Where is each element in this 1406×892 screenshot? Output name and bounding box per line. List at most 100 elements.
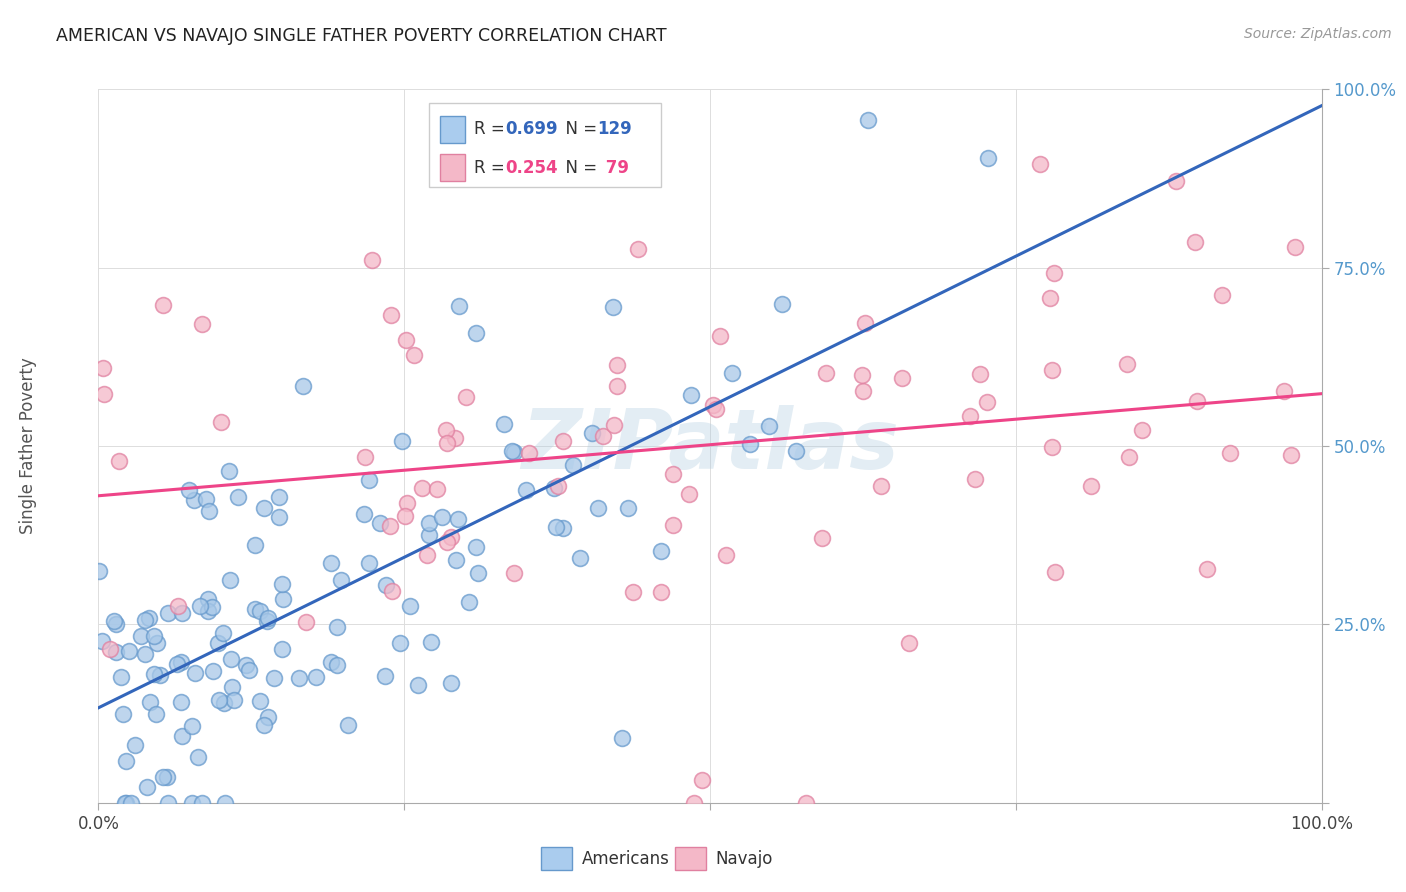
Point <box>214 696 236 710</box>
Point <box>602 300 624 314</box>
Point <box>170 729 193 743</box>
Point <box>1045 566 1067 580</box>
Point <box>436 535 458 549</box>
Point <box>110 670 132 684</box>
Point <box>115 754 138 768</box>
Point <box>650 585 672 599</box>
Point <box>142 628 165 642</box>
Point <box>406 678 429 692</box>
Point <box>326 657 349 672</box>
Text: ZIPatlas: ZIPatlas <box>522 406 898 486</box>
Point <box>253 500 276 515</box>
Point <box>418 528 440 542</box>
Point <box>124 738 146 752</box>
Point <box>224 693 246 707</box>
Point <box>794 796 817 810</box>
Point <box>218 463 240 477</box>
Point <box>157 606 180 620</box>
Point <box>464 540 486 554</box>
Point <box>152 770 174 784</box>
Point <box>170 695 193 709</box>
Text: Navajo: Navajo <box>716 850 773 868</box>
Point <box>1281 449 1303 463</box>
Point <box>152 298 174 312</box>
Text: Source: ZipAtlas.com: Source: ZipAtlas.com <box>1244 27 1392 41</box>
Point <box>87 564 110 578</box>
Point <box>134 613 156 627</box>
Point <box>201 599 224 614</box>
Point <box>440 530 463 544</box>
Point <box>359 556 381 570</box>
Point <box>770 297 793 311</box>
Point <box>114 796 136 810</box>
Point <box>738 436 761 450</box>
Point <box>198 504 221 518</box>
Point <box>1116 357 1139 371</box>
Point <box>103 615 125 629</box>
Point <box>166 657 188 672</box>
Text: Single Father Poverty: Single Father Poverty <box>20 358 37 534</box>
Point <box>444 553 467 567</box>
Point <box>627 242 650 256</box>
Point <box>170 655 193 669</box>
Point <box>856 112 879 127</box>
Point <box>107 454 129 468</box>
Point <box>177 483 200 497</box>
Point <box>291 379 314 393</box>
Point <box>1274 384 1296 398</box>
Point <box>271 592 294 607</box>
Point <box>976 151 998 165</box>
Point <box>440 676 463 690</box>
Point <box>118 644 141 658</box>
Point <box>380 518 402 533</box>
Point <box>263 672 285 686</box>
Point <box>146 636 169 650</box>
Text: 0.254: 0.254 <box>505 159 557 177</box>
Point <box>256 615 278 629</box>
Point <box>166 599 188 613</box>
Point <box>219 573 242 587</box>
Point <box>374 669 396 683</box>
Text: Americans: Americans <box>582 850 671 868</box>
Point <box>1195 562 1218 576</box>
Point <box>201 664 224 678</box>
Point <box>93 386 115 401</box>
Text: AMERICAN VS NAVAJO SINGLE FATHER POVERTY CORRELATION CHART: AMERICAN VS NAVAJO SINGLE FATHER POVERTY… <box>56 27 666 45</box>
Point <box>226 490 249 504</box>
Point <box>852 384 875 398</box>
Point <box>811 531 834 545</box>
Point <box>295 615 318 630</box>
Point <box>180 796 202 810</box>
Point <box>963 472 986 486</box>
Point <box>501 444 523 458</box>
Point <box>447 512 470 526</box>
Point <box>337 718 360 732</box>
Point <box>870 479 893 493</box>
Point <box>704 402 727 417</box>
Point <box>617 501 640 516</box>
Point <box>586 500 609 515</box>
Point <box>444 431 467 445</box>
Text: 79: 79 <box>600 159 630 177</box>
Point <box>361 253 384 268</box>
Point <box>721 366 744 380</box>
Point <box>456 390 478 404</box>
Point <box>183 493 205 508</box>
Point <box>814 366 837 380</box>
Point <box>105 645 128 659</box>
Point <box>969 368 991 382</box>
Point <box>249 604 271 618</box>
Point <box>368 516 391 530</box>
Point <box>271 641 294 656</box>
Point <box>399 599 422 614</box>
Point <box>568 550 591 565</box>
Point <box>143 666 166 681</box>
Point <box>388 636 411 650</box>
Point <box>1042 266 1064 280</box>
Point <box>214 796 236 810</box>
Point <box>467 566 489 580</box>
Point <box>1211 287 1233 301</box>
Point <box>1164 174 1187 188</box>
Point <box>380 308 402 322</box>
Point <box>515 483 537 497</box>
